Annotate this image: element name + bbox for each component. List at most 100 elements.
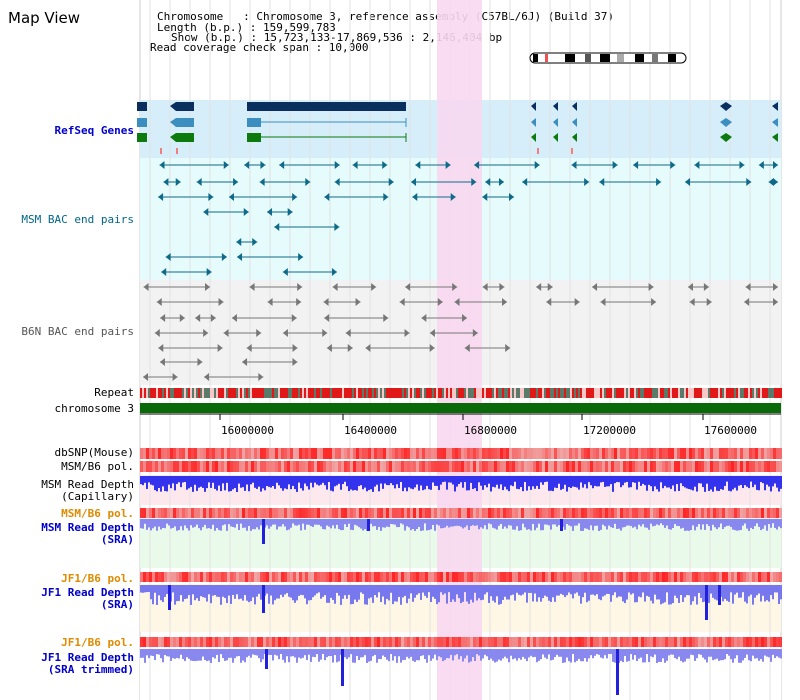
- msm-b6-pol-cell: [716, 508, 719, 518]
- jf1-b6-pol-cell: [371, 572, 374, 582]
- jf1-sra-depth-bar: [216, 585, 218, 597]
- msm-b6-pol-cell: [566, 508, 569, 518]
- jf1-b6-pol-cell: [536, 572, 539, 582]
- msm-cap-depth-bar: [582, 476, 584, 488]
- repeat-bar: [466, 388, 468, 398]
- jf1-sra-depth-bar: [634, 585, 636, 603]
- msm-b6-pol-cell: [515, 461, 518, 472]
- msm-sra-depth-bar: [330, 519, 332, 529]
- msm-bac-pair-end-right: [206, 268, 212, 276]
- jf1-trim-depth-bar: [632, 649, 634, 660]
- msm-b6-pol-cell: [221, 461, 224, 472]
- jf1-b6-pol-cell: [773, 572, 776, 582]
- track-label-msm-bac[interactable]: MSM BAC end pairs: [21, 213, 134, 226]
- jf1-trim-depth-bar: [744, 649, 746, 658]
- msm-b6-pol-cell: [746, 461, 749, 472]
- dbsnp-cell: [599, 448, 602, 459]
- jf1-b6-pol-cell: [488, 637, 491, 647]
- msm-b6-pol-cell: [209, 508, 212, 518]
- msm-sra-depth-bar: [658, 519, 660, 526]
- repeat-bar: [468, 388, 470, 398]
- jf1-b6-pol-cell: [167, 637, 170, 647]
- jf1-b6-pol-cell: [185, 572, 188, 582]
- track-label-dbsnp[interactable]: dbSNP(Mouse): [54, 446, 134, 459]
- msm-sra-depth-bar: [526, 519, 528, 530]
- jf1-trim-depth-bar: [140, 649, 142, 658]
- track-label-jf1-depth-sra-1[interactable]: JF1 Read Depth: [41, 586, 134, 599]
- dbsnp-cell: [416, 448, 419, 459]
- repeat-bar: [686, 388, 688, 398]
- track-label-msm-b6-pol-2[interactable]: MSM/B6 pol.: [61, 507, 134, 520]
- msm-b6-pol-cell: [368, 508, 371, 518]
- jf1-b6-pol-cell: [200, 637, 203, 647]
- msm-b6-pol-cell: [260, 508, 263, 518]
- jf1-trim-depth-bar: [376, 649, 378, 663]
- jf1-trim-depth-bar: [756, 649, 758, 659]
- jf1-trim-depth-bar: [242, 649, 244, 661]
- dbsnp-cell: [674, 448, 677, 459]
- jf1-b6-pol-cell: [677, 637, 680, 647]
- msm-sra-depth-bar: [670, 519, 672, 530]
- msm-cap-depth-bar: [416, 476, 418, 485]
- msm-bac-pair-end-left: [694, 161, 700, 169]
- jf1-b6-pol-cell: [707, 637, 710, 647]
- msm-cap-depth-bar: [540, 476, 542, 483]
- jf1-trim-depth-bar: [694, 649, 696, 661]
- repeat-bar: [206, 388, 208, 398]
- jf1-trim-depth-bar: [414, 649, 416, 662]
- jf1-sra-depth-bar: [238, 585, 240, 600]
- jf1-b6-pol-cell: [767, 572, 770, 582]
- jf1-trim-depth-bar: [436, 649, 438, 661]
- jf1-b6-pol-cell: [704, 572, 707, 582]
- msm-b6-pol-cell: [311, 508, 314, 518]
- jf1-b6-pol-cell: [293, 637, 296, 647]
- jf1-sra-depth-bar: [290, 585, 292, 598]
- jf1-sra-depth-bar: [282, 585, 284, 598]
- jf1-b6-pol-cell: [170, 572, 173, 582]
- msm-cap-depth-bar: [574, 476, 576, 487]
- jf1-trim-depth-bar: [780, 649, 782, 659]
- track-label-msm-b6-pol-1[interactable]: MSM/B6 pol.: [61, 460, 134, 473]
- repeat-bar: [230, 388, 232, 398]
- repeat-bar: [396, 388, 398, 398]
- jf1-sra-depth-bar: [486, 585, 488, 593]
- dbsnp-cell: [452, 448, 455, 459]
- jf1-trim-depth-bar: [276, 649, 278, 656]
- track-label-msm-depth-cap-1[interactable]: MSM Read Depth: [41, 478, 134, 491]
- track-label-jf1-b6-pol-1[interactable]: JF1/B6 pol.: [61, 572, 134, 585]
- msm-sra-depth-bar: [244, 519, 246, 528]
- jf1-trim-depth-bar: [612, 649, 614, 662]
- track-label-repeat[interactable]: Repeat: [94, 386, 134, 399]
- msm-b6-pol-cell: [329, 461, 332, 472]
- msm-sra-depth-bar: [336, 519, 338, 525]
- jf1-b6-pol-cell: [209, 572, 212, 582]
- refseq-marker: [571, 148, 573, 154]
- track-label-refseq[interactable]: RefSeq Genes: [54, 124, 134, 137]
- dbsnp-cell: [605, 448, 608, 459]
- track-label-jf1-depth-trim-1[interactable]: JF1 Read Depth: [41, 651, 134, 664]
- repeat-bar: [574, 388, 576, 398]
- track-label-chromosome[interactable]: chromosome 3: [54, 402, 134, 415]
- msm-bac-pair-end-left: [244, 161, 250, 169]
- b6n-bac-pair-end-right: [404, 329, 410, 337]
- msm-b6-pol-cell: [185, 508, 188, 518]
- repeat-bar: [558, 388, 560, 398]
- jf1-sra-depth-bar: [586, 585, 588, 603]
- msm-sra-depth-bar: [500, 519, 502, 524]
- msm-cap-depth-bar: [278, 476, 280, 486]
- jf1-b6-pol-cell: [227, 637, 230, 647]
- jf1-b6-pol-cell: [422, 637, 425, 647]
- msm-bac-pair-end-left: [768, 178, 774, 186]
- dbsnp-cell: [164, 448, 167, 459]
- jf1-trim-depth-bar: [510, 649, 512, 656]
- repeat-bar: [744, 388, 746, 398]
- repeat-bar: [716, 388, 718, 398]
- track-label-b6n-bac[interactable]: B6N BAC end pairs: [21, 325, 134, 338]
- track-label-jf1-b6-pol-2[interactable]: JF1/B6 pol.: [61, 636, 134, 649]
- track-label-msm-depth-sra-1[interactable]: MSM Read Depth: [41, 521, 134, 534]
- msm-b6-pol-cell: [179, 461, 182, 472]
- msm-sra-depth-bar: [278, 519, 280, 527]
- jf1-sra-depth-bar: [274, 585, 276, 601]
- jf1-b6-pol-cell: [701, 637, 704, 647]
